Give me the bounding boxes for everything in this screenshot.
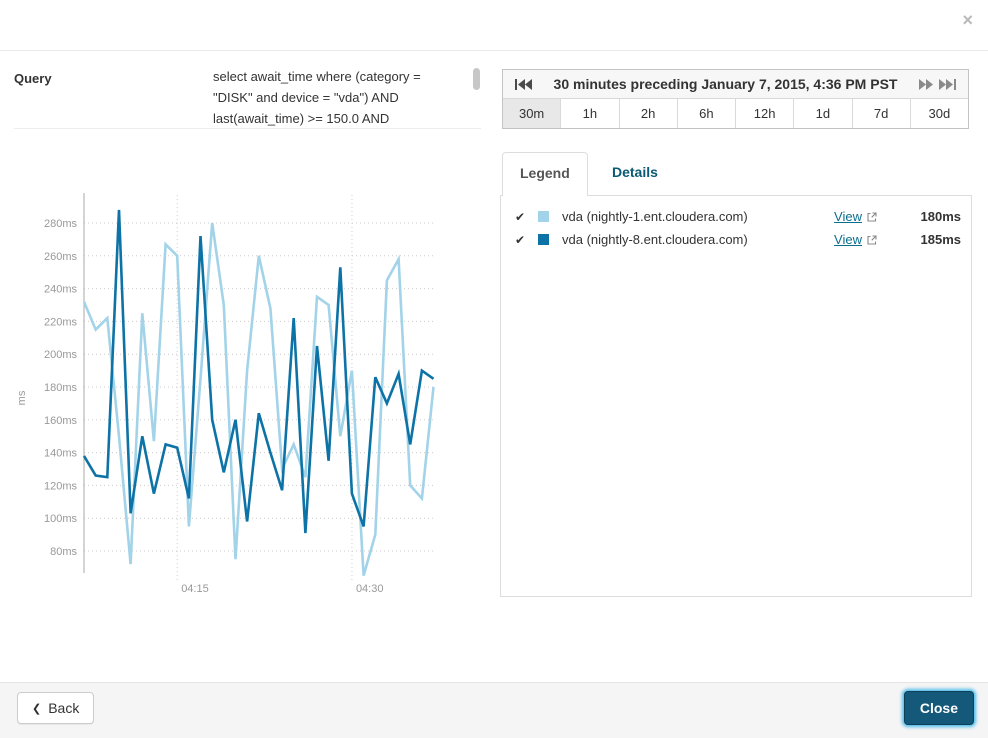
back-button-label: Back [48, 700, 80, 716]
external-link-icon[interactable] [867, 211, 877, 222]
check-icon[interactable]: ✔ [515, 209, 526, 224]
legend-row: ✔ vda (nightly-1.ent.cloudera.com) View 180… [501, 205, 971, 228]
modal-footer: ❮ Back Close [0, 682, 988, 738]
y-tick-label: 280ms [44, 218, 78, 230]
time-range-button-6h[interactable]: 6h [677, 99, 736, 128]
y-tick-label: 100ms [44, 513, 78, 525]
tab-legend[interactable]: Legend [502, 152, 588, 196]
view-link[interactable]: View [834, 232, 862, 247]
fast-forward-icon[interactable] [916, 78, 936, 90]
time-range-button-12h[interactable]: 12h [736, 99, 795, 128]
y-tick-label: 220ms [44, 316, 78, 328]
back-button[interactable]: ❮ Back [17, 692, 95, 724]
close-button[interactable]: Close [903, 691, 974, 725]
series-line-0 [82, 222, 435, 576]
series-color-swatch [538, 211, 549, 222]
series-label: vda (nightly-8.ent.cloudera.com) [562, 232, 748, 247]
section-divider [14, 128, 481, 129]
time-range-button-1d[interactable]: 1d [794, 99, 853, 128]
time-range-header: 30 minutes preceding January 7, 2015, 4:… [503, 70, 968, 99]
y-tick-label: 80ms [50, 546, 77, 558]
series-value: 185ms [920, 232, 961, 247]
timeseries-chart: 280ms 260ms 240ms 220ms 200ms 180ms 160ms 140ms… [16, 193, 435, 595]
scrollbar-thumb[interactable] [473, 68, 480, 90]
y-tick-label: 200ms [44, 349, 78, 361]
check-icon[interactable]: ✔ [515, 232, 526, 247]
y-tick-label: 180ms [44, 382, 78, 394]
header-divider [0, 50, 988, 51]
view-link[interactable]: View [834, 209, 862, 224]
time-range-button-30m[interactable]: 30m [503, 99, 562, 128]
y-tick-label: 240ms [44, 284, 78, 296]
x-tick-label: 04:15 [181, 583, 209, 595]
time-range-button-7d[interactable]: 7d [852, 99, 911, 128]
x-tick-label: 04:30 [356, 583, 384, 595]
y-axis-label: ms [16, 390, 28, 405]
external-link-icon[interactable] [867, 234, 877, 245]
skip-forward-icon[interactable] [936, 78, 959, 90]
time-range-button-1h[interactable]: 1h [561, 99, 620, 128]
series-color-swatch [538, 234, 549, 245]
y-tick-label: 260ms [44, 251, 78, 263]
time-range-buttons: 30m 1h 2h 6h 12h 1d 7d 30d [503, 99, 968, 128]
series-line-1 [82, 209, 435, 534]
time-range-selector: 30 minutes preceding January 7, 2015, 4:… [502, 69, 969, 129]
time-range-button-30d[interactable]: 30d [910, 99, 968, 128]
close-icon[interactable]: × [962, 10, 973, 30]
time-range-title: 30 minutes preceding January 7, 2015, 4:… [553, 76, 898, 92]
tab-details[interactable]: Details [612, 164, 658, 180]
time-range-button-2h[interactable]: 2h [619, 99, 678, 128]
series-label: vda (nightly-1.ent.cloudera.com) [562, 209, 748, 224]
y-tick-label: 160ms [44, 415, 78, 427]
legend-row: ✔ vda (nightly-8.ent.cloudera.com) View 185… [501, 228, 971, 251]
skip-back-icon[interactable] [512, 78, 535, 90]
legend-panel: ✔ vda (nightly-1.ent.cloudera.com) View 180… [500, 195, 972, 597]
query-text: select await_time where (category = "DIS… [213, 69, 421, 126]
y-tick-label: 120ms [44, 480, 78, 492]
query-scroll-area[interactable]: select await_time where (category = "DIS… [213, 66, 481, 127]
query-label: Query [14, 71, 52, 86]
y-tick-label: 140ms [44, 448, 78, 460]
chevron-left-icon: ❮ [32, 702, 42, 715]
series-value: 180ms [920, 209, 961, 224]
